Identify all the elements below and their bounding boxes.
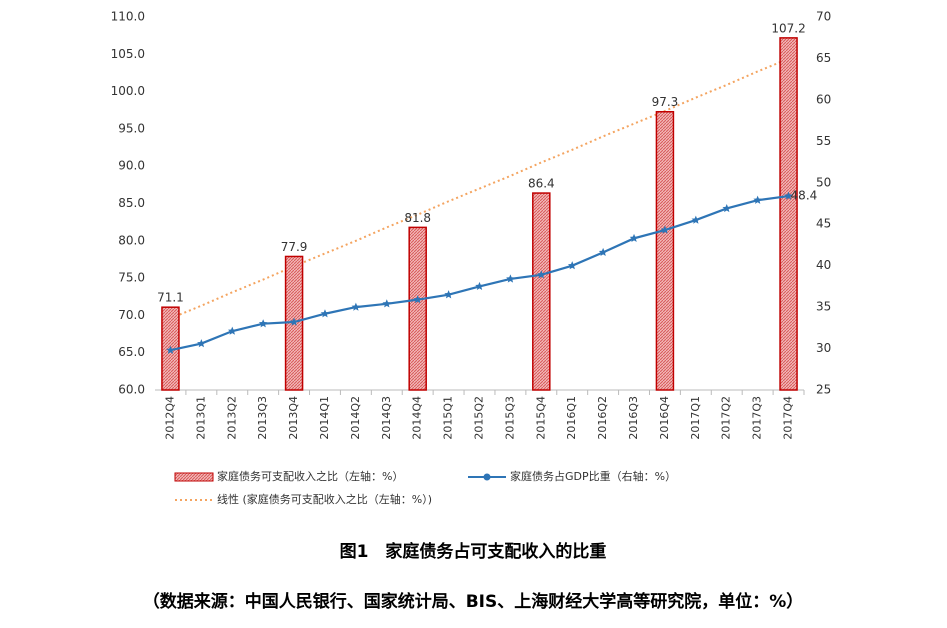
y-tick-label: 90.0	[118, 159, 145, 173]
x-tick-label: 2016Q1	[565, 396, 578, 440]
x-tick-label: 2015Q2	[473, 396, 486, 440]
x-tick-label: 2014Q4	[411, 396, 424, 440]
marker	[506, 274, 515, 283]
data-label: 77.9	[281, 240, 308, 254]
marker	[258, 319, 268, 328]
chart-subtitle: （数据来源：中国人民银行、国家统计局、BIS、上海财经大学高等研究院，单位：%）	[143, 591, 804, 612]
y-tick-label: 105.0	[111, 47, 145, 61]
marker	[444, 290, 453, 299]
marker	[629, 233, 639, 242]
marker	[351, 302, 361, 311]
data-label: 107.2	[771, 21, 805, 35]
data-label: 86.4	[528, 177, 555, 191]
data-label: 71.1	[157, 291, 184, 305]
legend-swatch	[174, 472, 214, 482]
x-tick-label: 2016Q2	[596, 396, 609, 440]
y2-tick-label: 70	[816, 10, 831, 24]
y2-tick-label: 35	[816, 300, 831, 314]
data-label: 81.8	[404, 211, 431, 225]
y-tick-label: 75.0	[118, 271, 145, 285]
marker	[413, 295, 422, 304]
legend-label: 家庭债务占GDP比重（右轴：%）	[510, 469, 676, 483]
y-tick-label: 60.0	[118, 383, 145, 397]
y-tick-label: 110.0	[111, 10, 145, 24]
x-tick-label: 2016Q3	[627, 396, 640, 440]
bar	[779, 37, 798, 391]
trend-line	[170, 57, 789, 320]
marker	[753, 195, 762, 204]
marker	[567, 261, 577, 270]
marker	[784, 191, 793, 200]
marker	[537, 270, 546, 279]
y-tick-label: 85.0	[118, 196, 145, 210]
marker	[660, 225, 670, 234]
marker	[382, 299, 392, 308]
data-label: 48.4	[791, 189, 818, 203]
y-tick-label: 95.0	[118, 121, 145, 135]
x-tick-label: 2017Q1	[689, 396, 702, 440]
bar	[532, 192, 551, 391]
y2-tick-label: 40	[816, 258, 831, 272]
x-tick-label: 2016Q4	[658, 396, 671, 440]
y2-tick-label: 60	[816, 92, 831, 106]
chart-title: 图1 家庭债务占可支配收入的比重	[340, 541, 607, 562]
marker	[289, 317, 299, 326]
x-tick-label: 2012Q4	[163, 396, 176, 440]
marker	[691, 215, 701, 224]
bar	[655, 110, 675, 391]
y-tick-label: 100.0	[111, 84, 145, 98]
legend-marker	[483, 473, 491, 481]
data-label: 97.3	[652, 95, 679, 109]
y-tick-label: 80.0	[118, 233, 145, 247]
x-tick-label: 2014Q1	[318, 396, 331, 440]
y2-tick-label: 55	[816, 134, 831, 148]
y-tick-label: 65.0	[118, 345, 145, 359]
marker	[227, 326, 237, 335]
marker	[197, 339, 206, 348]
x-tick-label: 2015Q1	[442, 396, 455, 440]
y2-tick-label: 25	[816, 383, 831, 397]
x-tick-label: 2015Q4	[534, 396, 547, 440]
legend-label: 家庭债务可支配收入之比（左轴：%）	[217, 469, 403, 483]
x-tick-label: 2013Q3	[256, 396, 269, 440]
marker	[722, 203, 732, 213]
y-tick-label: 70.0	[118, 308, 145, 322]
marker	[598, 247, 608, 257]
bar	[408, 226, 427, 391]
y2-tick-label: 50	[816, 175, 831, 189]
x-tick-label: 2017Q3	[751, 396, 764, 440]
x-tick-label: 2017Q4	[782, 396, 795, 440]
x-tick-label: 2015Q3	[503, 396, 516, 440]
marker	[166, 345, 175, 354]
y2-tick-label: 65	[816, 51, 831, 65]
x-tick-label: 2013Q4	[287, 396, 300, 440]
x-tick-label: 2013Q1	[194, 396, 207, 440]
y2-tick-label: 30	[816, 341, 831, 355]
x-tick-label: 2014Q3	[380, 396, 393, 440]
x-tick-label: 2013Q2	[225, 396, 238, 440]
x-tick-label: 2014Q2	[349, 396, 362, 440]
x-tick-label: 2017Q2	[720, 396, 733, 440]
marker	[320, 309, 330, 318]
marker	[475, 281, 484, 291]
legend-label: 线性 (家庭债务可支配收入之比（左轴：%）)	[217, 492, 432, 506]
y2-tick-label: 45	[816, 217, 831, 231]
